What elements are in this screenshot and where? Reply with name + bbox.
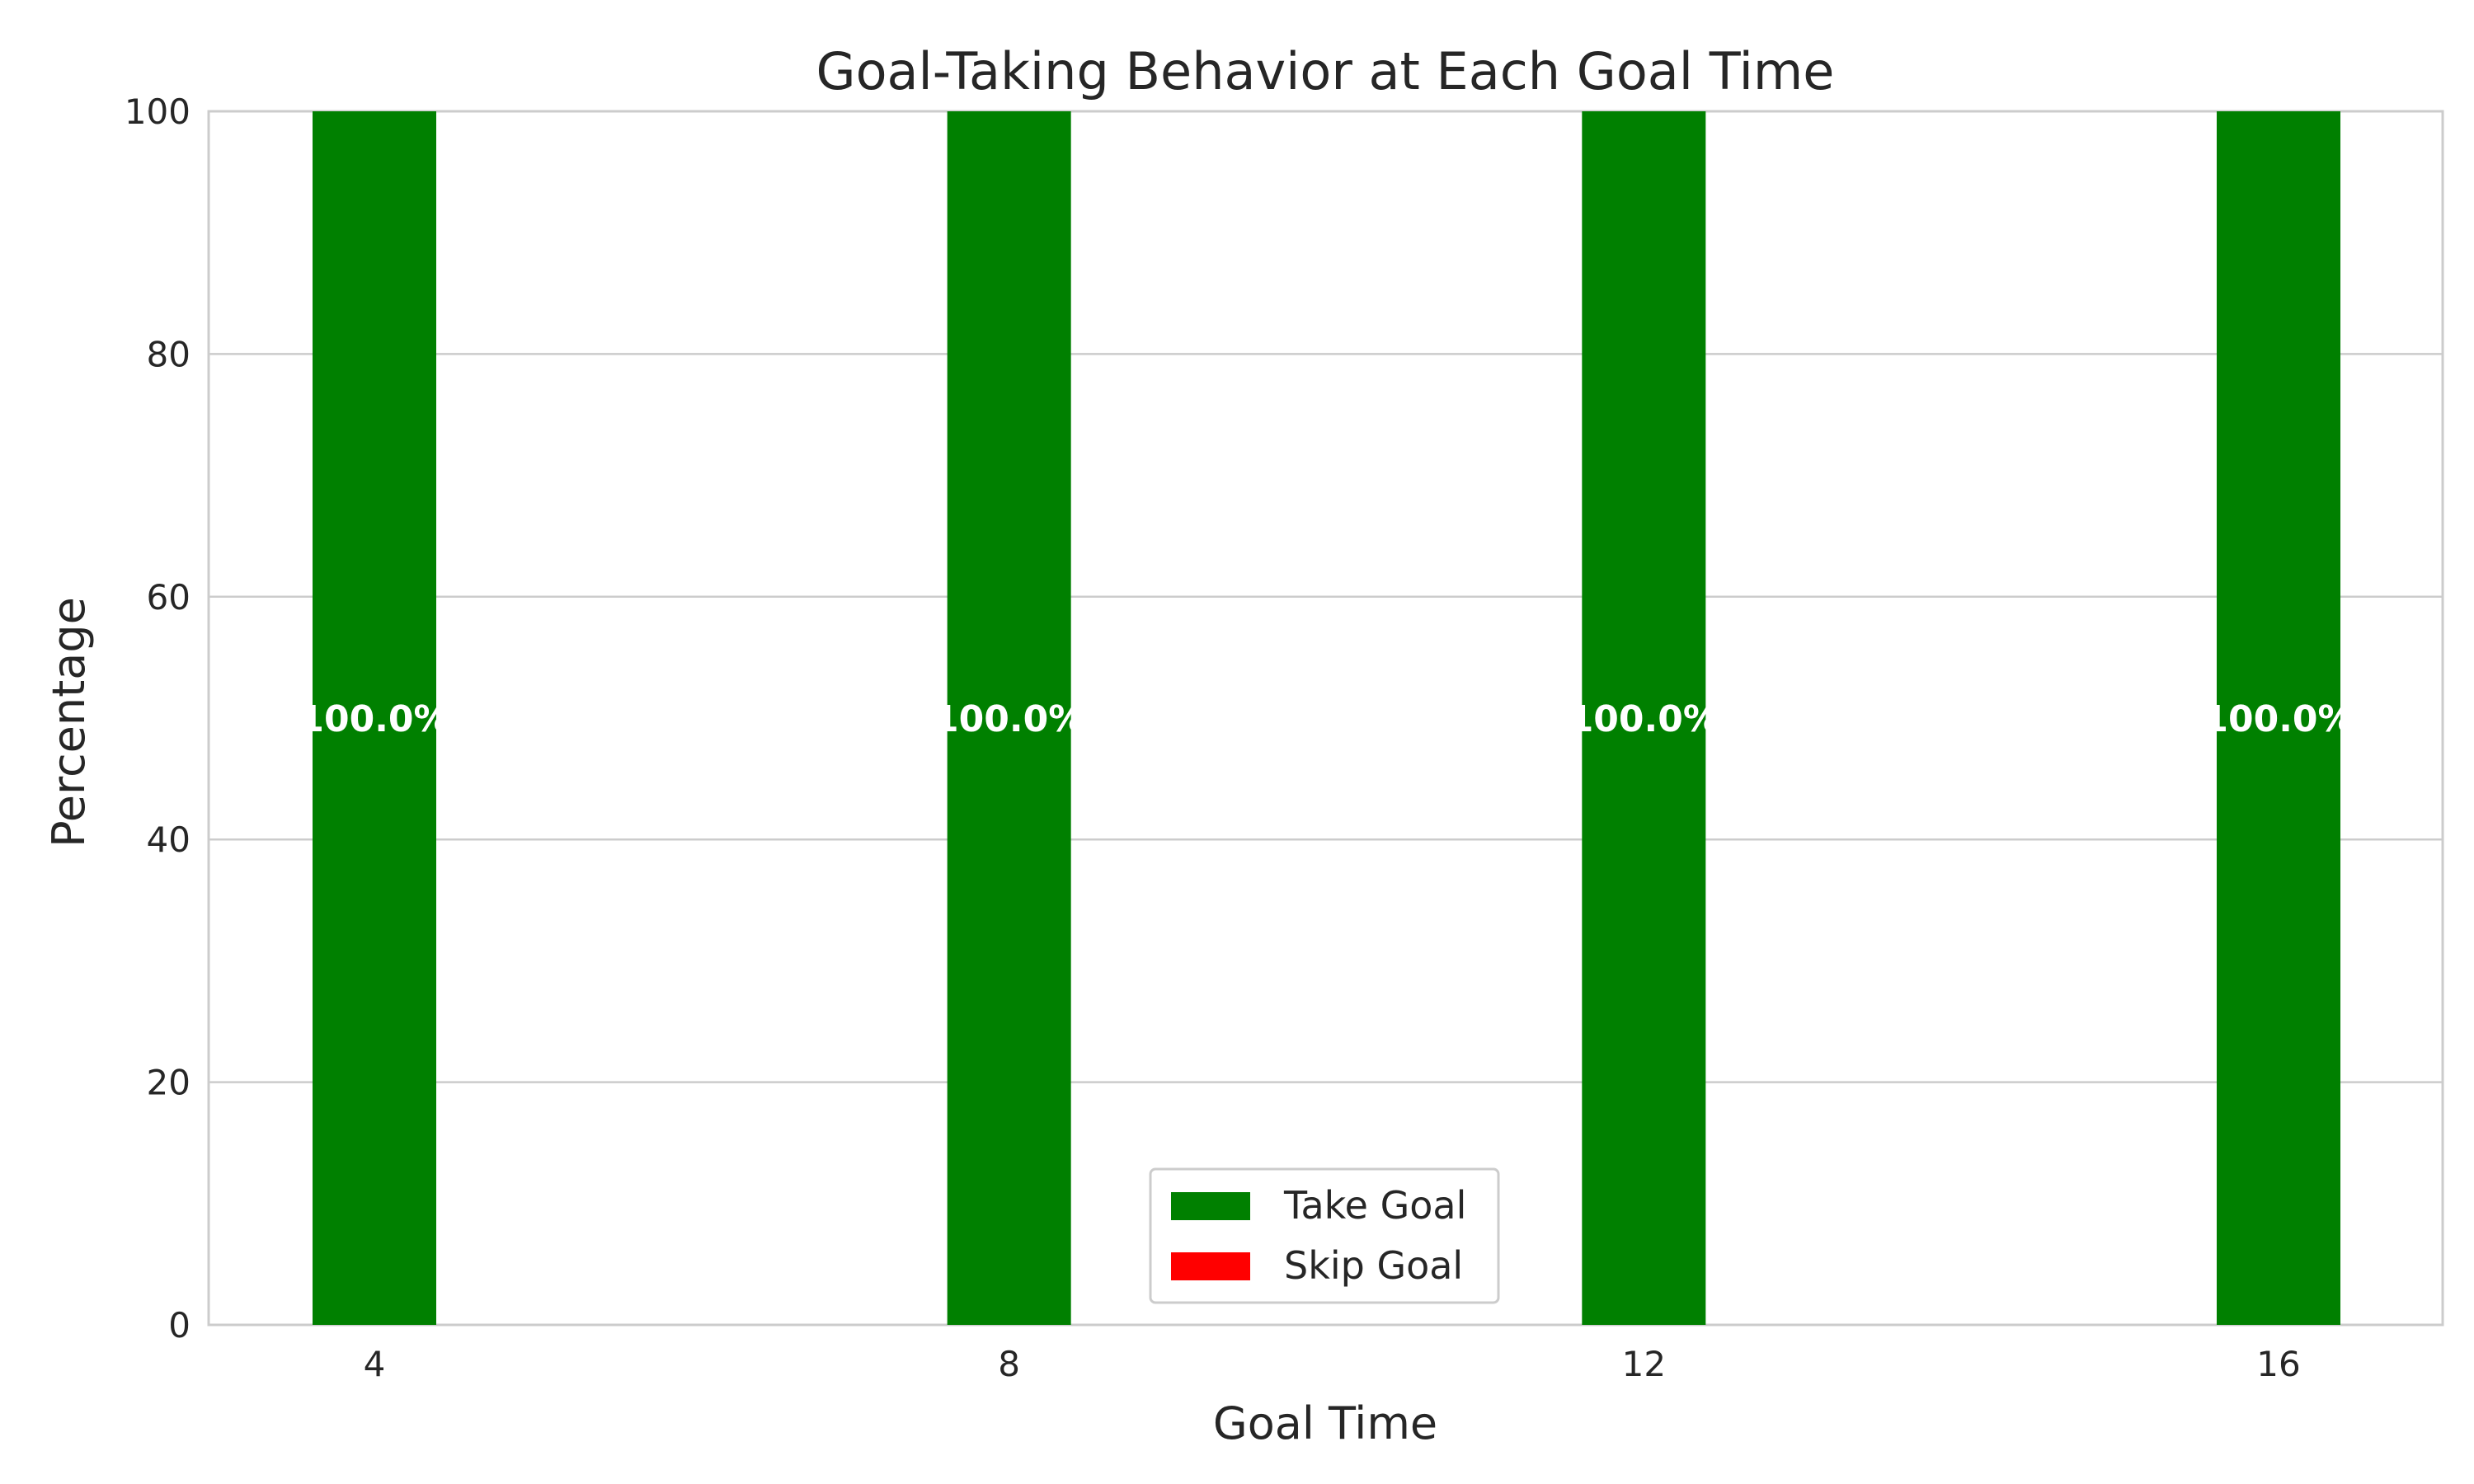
y-axis-ticks: 0 20 40 60 80 100 xyxy=(125,92,190,1345)
chart-title: Goal-Taking Behavior at Each Goal Time xyxy=(816,41,1835,101)
x-axis-title: Goal Time xyxy=(1213,1397,1437,1449)
legend-label-skip-goal: Skip Goal xyxy=(1284,1243,1463,1288)
x-tick-label: 16 xyxy=(2256,1344,2300,1384)
bar-value-label: 100.0% xyxy=(299,698,449,740)
bar-value-label: 100.0% xyxy=(934,698,1084,740)
x-tick-label: 12 xyxy=(1622,1344,1666,1384)
x-tick-label: 8 xyxy=(998,1344,1020,1384)
bar-take-goal xyxy=(1582,111,1706,1325)
legend-swatch-take-goal xyxy=(1171,1192,1250,1220)
x-axis-ticks: 4 8 12 16 xyxy=(364,1344,2301,1384)
y-tick-label: 40 xyxy=(147,819,190,860)
y-tick-label: 80 xyxy=(147,334,190,374)
data-labels: 100.0% 100.0% 100.0% 100.0% xyxy=(299,698,2354,740)
y-axis-title: Percentage xyxy=(43,597,95,848)
y-tick-label: 60 xyxy=(147,577,190,618)
x-tick-label: 4 xyxy=(364,1344,386,1384)
bar-value-label: 100.0% xyxy=(2203,698,2354,740)
legend: Take Goal Skip Goal xyxy=(1149,1167,1500,1304)
y-tick-label: 100 xyxy=(125,92,190,132)
y-tick-label: 0 xyxy=(168,1305,190,1345)
bar-take-goal xyxy=(2217,111,2340,1325)
bar-value-label: 100.0% xyxy=(1569,698,1719,740)
bar-take-goal xyxy=(313,111,436,1325)
legend-swatch-skip-goal xyxy=(1171,1252,1250,1280)
bars xyxy=(313,111,2340,1325)
bar-take-goal xyxy=(947,111,1071,1325)
y-tick-label: 20 xyxy=(147,1063,190,1103)
plot-frame xyxy=(207,110,2444,1327)
legend-label-take-goal: Take Goal xyxy=(1283,1183,1466,1228)
